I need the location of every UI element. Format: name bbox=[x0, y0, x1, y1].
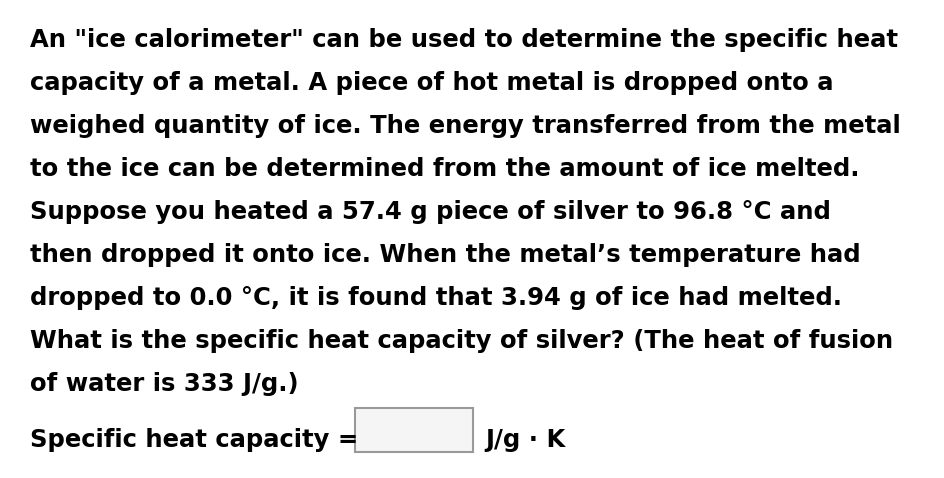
Text: dropped to 0.0 °C, it is found that 3.94 g of ice had melted.: dropped to 0.0 °C, it is found that 3.94… bbox=[30, 286, 842, 310]
Text: Suppose you heated a 57.4 g piece of silver to 96.8 °C and: Suppose you heated a 57.4 g piece of sil… bbox=[30, 200, 831, 224]
Text: Specific heat capacity =: Specific heat capacity = bbox=[30, 428, 359, 452]
Text: weighed quantity of ice. The energy transferred from the metal: weighed quantity of ice. The energy tran… bbox=[30, 114, 901, 138]
Text: to the ice can be determined from the amount of ice melted.: to the ice can be determined from the am… bbox=[30, 157, 859, 181]
Text: then dropped it onto ice. When the metal’s temperature had: then dropped it onto ice. When the metal… bbox=[30, 243, 861, 267]
Text: capacity of a metal. A piece of hot metal is dropped onto a: capacity of a metal. A piece of hot meta… bbox=[30, 71, 834, 95]
Text: J/g · K: J/g · K bbox=[485, 428, 565, 452]
Text: of water is 333 J/g.): of water is 333 J/g.) bbox=[30, 372, 298, 396]
Text: What is the specific heat capacity of silver? (The heat of fusion: What is the specific heat capacity of si… bbox=[30, 329, 893, 353]
Text: An "ice calorimeter" can be used to determine the specific heat: An "ice calorimeter" can be used to dete… bbox=[30, 28, 898, 52]
FancyBboxPatch shape bbox=[355, 408, 473, 452]
